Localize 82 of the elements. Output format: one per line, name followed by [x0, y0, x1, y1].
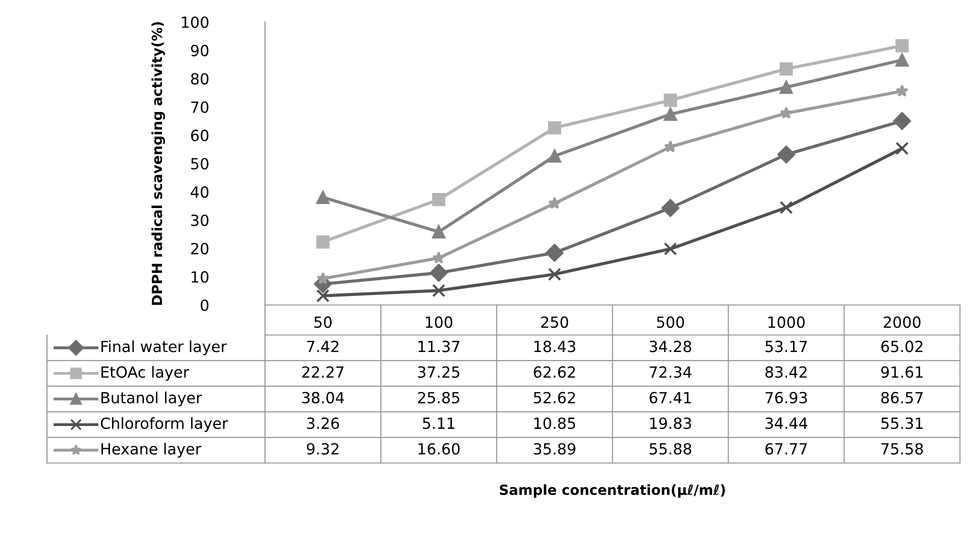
- data-label: 55.88: [650, 443, 692, 455]
- y-tick-label: 40: [190, 186, 208, 198]
- point: [432, 284, 446, 298]
- point: [430, 264, 448, 282]
- point: [664, 108, 678, 121]
- data-label: 37.25: [418, 366, 460, 378]
- y-tick-label: 60: [191, 130, 208, 142]
- point: [432, 225, 446, 238]
- y-axis-title: DPPH radical scavenging activity(%): [151, 22, 165, 305]
- data-label: 9.32: [306, 443, 338, 455]
- data-label: 34.44: [766, 417, 808, 430]
- y-tick-label: 10: [192, 271, 208, 283]
- text: Sample concentration(μℓ/mℓ): [500, 484, 725, 498]
- point: [895, 39, 909, 52]
- point: [432, 251, 446, 264]
- data-label: 55.31: [881, 417, 923, 430]
- data-label: 86.57: [881, 392, 923, 404]
- point: [316, 190, 330, 204]
- y-tick-label: 50: [191, 158, 208, 170]
- y-tick-label: 20: [191, 242, 208, 254]
- point: [548, 268, 562, 281]
- data-label: 10.85: [534, 417, 576, 430]
- data-label: 91.61: [881, 366, 923, 378]
- point: [432, 192, 446, 206]
- point: [777, 146, 796, 164]
- data-label: 5.11: [422, 418, 454, 430]
- point: [316, 235, 330, 249]
- point: [893, 112, 911, 130]
- data-label: 18.43: [534, 340, 576, 352]
- data-label: 25.85: [418, 392, 460, 404]
- point: [896, 84, 908, 97]
- x-tick-label: 100: [426, 316, 452, 328]
- data-label: 76.93: [766, 392, 807, 404]
- data-label: 83.42: [765, 366, 807, 378]
- point: [895, 142, 909, 156]
- data-label: 34.28: [650, 340, 692, 352]
- x-tick-label: 2000: [884, 316, 921, 328]
- point: [316, 272, 330, 284]
- data-label: 11.37: [418, 340, 460, 352]
- legend-label: EtOAc layer: [102, 366, 190, 381]
- y-tick-label: 0: [200, 299, 208, 312]
- data-label: 62.62: [534, 366, 575, 378]
- y-tick-label: 70: [191, 101, 208, 113]
- point: [316, 289, 330, 302]
- data-label: 53.17: [766, 340, 807, 352]
- x-tick-label: 250: [541, 316, 568, 328]
- data-label: 16.60: [418, 443, 460, 455]
- data-label: 22.27: [302, 366, 344, 378]
- legend-label: Butanol layer: [102, 392, 202, 406]
- data-label: 75.58: [881, 443, 923, 455]
- y-tick-label: 90: [190, 44, 208, 56]
- y-tick-label: 30: [191, 214, 208, 226]
- data-label: 67.77: [765, 443, 807, 455]
- point: [662, 199, 680, 217]
- data-label: 35.89: [534, 443, 576, 455]
- data-label: 67.41: [650, 392, 691, 404]
- x-tick-label: 1000: [768, 316, 805, 328]
- point: [546, 244, 564, 262]
- y-tick-label: 100: [182, 16, 208, 28]
- legend-label: Final water layer: [102, 340, 227, 356]
- point: [548, 121, 562, 134]
- data-label: 3.26: [307, 417, 339, 430]
- data-label: 38.04: [302, 392, 344, 404]
- point: [664, 94, 678, 107]
- point: [548, 196, 561, 209]
- point: [780, 200, 793, 214]
- point: [780, 62, 793, 76]
- data-label: 19.83: [650, 417, 692, 430]
- point: [780, 80, 793, 94]
- point: [780, 106, 793, 119]
- point: [548, 149, 562, 163]
- legend-label: Chloroform layer: [100, 417, 228, 432]
- data-label: 65.02: [881, 340, 922, 352]
- data-label: 52.62: [534, 392, 575, 404]
- legend-label: Hexane layer: [102, 442, 202, 458]
- data-label: 72.34: [650, 366, 692, 378]
- y-tick-label: 80: [191, 73, 208, 85]
- data-label: 7.42: [307, 340, 338, 352]
- x-tick-label: 500: [657, 316, 684, 328]
- x-tick-label: 50: [314, 316, 332, 328]
- point: [664, 242, 678, 256]
- point: [895, 53, 909, 67]
